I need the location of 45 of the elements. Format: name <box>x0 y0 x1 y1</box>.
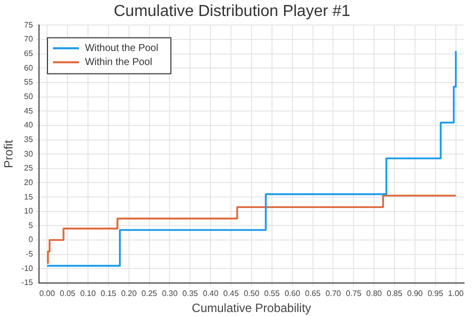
y-tick-label: 50 <box>24 92 34 102</box>
x-tick-label: 0.05 <box>60 289 76 298</box>
y-tick-label: 75 <box>24 20 34 30</box>
y-tick-label: 30 <box>24 149 34 158</box>
y-tick-label: 35 <box>24 134 34 144</box>
x-tick-label: 0.20 <box>121 289 138 298</box>
x-tick-label: 0.50 <box>244 289 260 298</box>
y-tick-label: 55 <box>24 78 34 87</box>
x-axis-title: Cumulative Probability <box>192 301 312 316</box>
x-tick-label: 0.45 <box>223 289 240 298</box>
x-tick-label: 0.25 <box>142 289 158 298</box>
x-tick-label: 0.70 <box>325 289 342 298</box>
legend-label: Within the Pool <box>84 56 152 68</box>
x-tick-label: 0.00 <box>39 289 56 298</box>
x-tick-label: 0.85 <box>386 289 403 298</box>
x-tick-label: 0.95 <box>428 289 444 298</box>
y-tick-label: 5 <box>28 220 34 230</box>
y-tick-label: 10 <box>24 206 34 216</box>
y-tick-label: 20 <box>24 178 34 187</box>
x-tick-label: 0.60 <box>284 289 301 298</box>
x-tick-label: 0.15 <box>100 289 117 298</box>
x-tick-label: 0.55 <box>264 289 280 298</box>
x-tick-label: 0.65 <box>304 289 322 298</box>
chart-title: Cumulative Distribution Player #1 <box>114 3 350 20</box>
x-tick-label: 0.75 <box>346 289 362 298</box>
y-tick-label: 15 <box>24 192 34 202</box>
legend-label: Without the Pool <box>84 42 158 54</box>
x-tick-label: 1.00 <box>448 289 464 298</box>
y-tick-label: -5 <box>26 250 34 259</box>
y-tick-label: 0 <box>28 235 34 244</box>
y-tick-label: 70 <box>24 34 34 44</box>
x-tick-label: 0.80 <box>366 289 382 298</box>
y-tick-label: 45 <box>24 106 34 116</box>
y-tick-label: 25 <box>24 164 34 173</box>
x-tick-label: 0.90 <box>407 289 424 298</box>
y-tick-label: -15 <box>21 278 34 288</box>
x-tick-label: 0.40 <box>202 289 219 298</box>
y-tick-label: -10 <box>21 264 34 273</box>
y-tick-label: 40 <box>24 120 34 130</box>
x-tick-label: 0.10 <box>80 289 96 298</box>
y-tick-label: 65 <box>24 49 34 58</box>
y-tick-label: 60 <box>24 63 34 72</box>
x-tick-label: 0.30 <box>162 289 178 298</box>
x-tick-label: 0.35 <box>182 289 199 298</box>
y-axis-title: Profit <box>2 139 16 168</box>
